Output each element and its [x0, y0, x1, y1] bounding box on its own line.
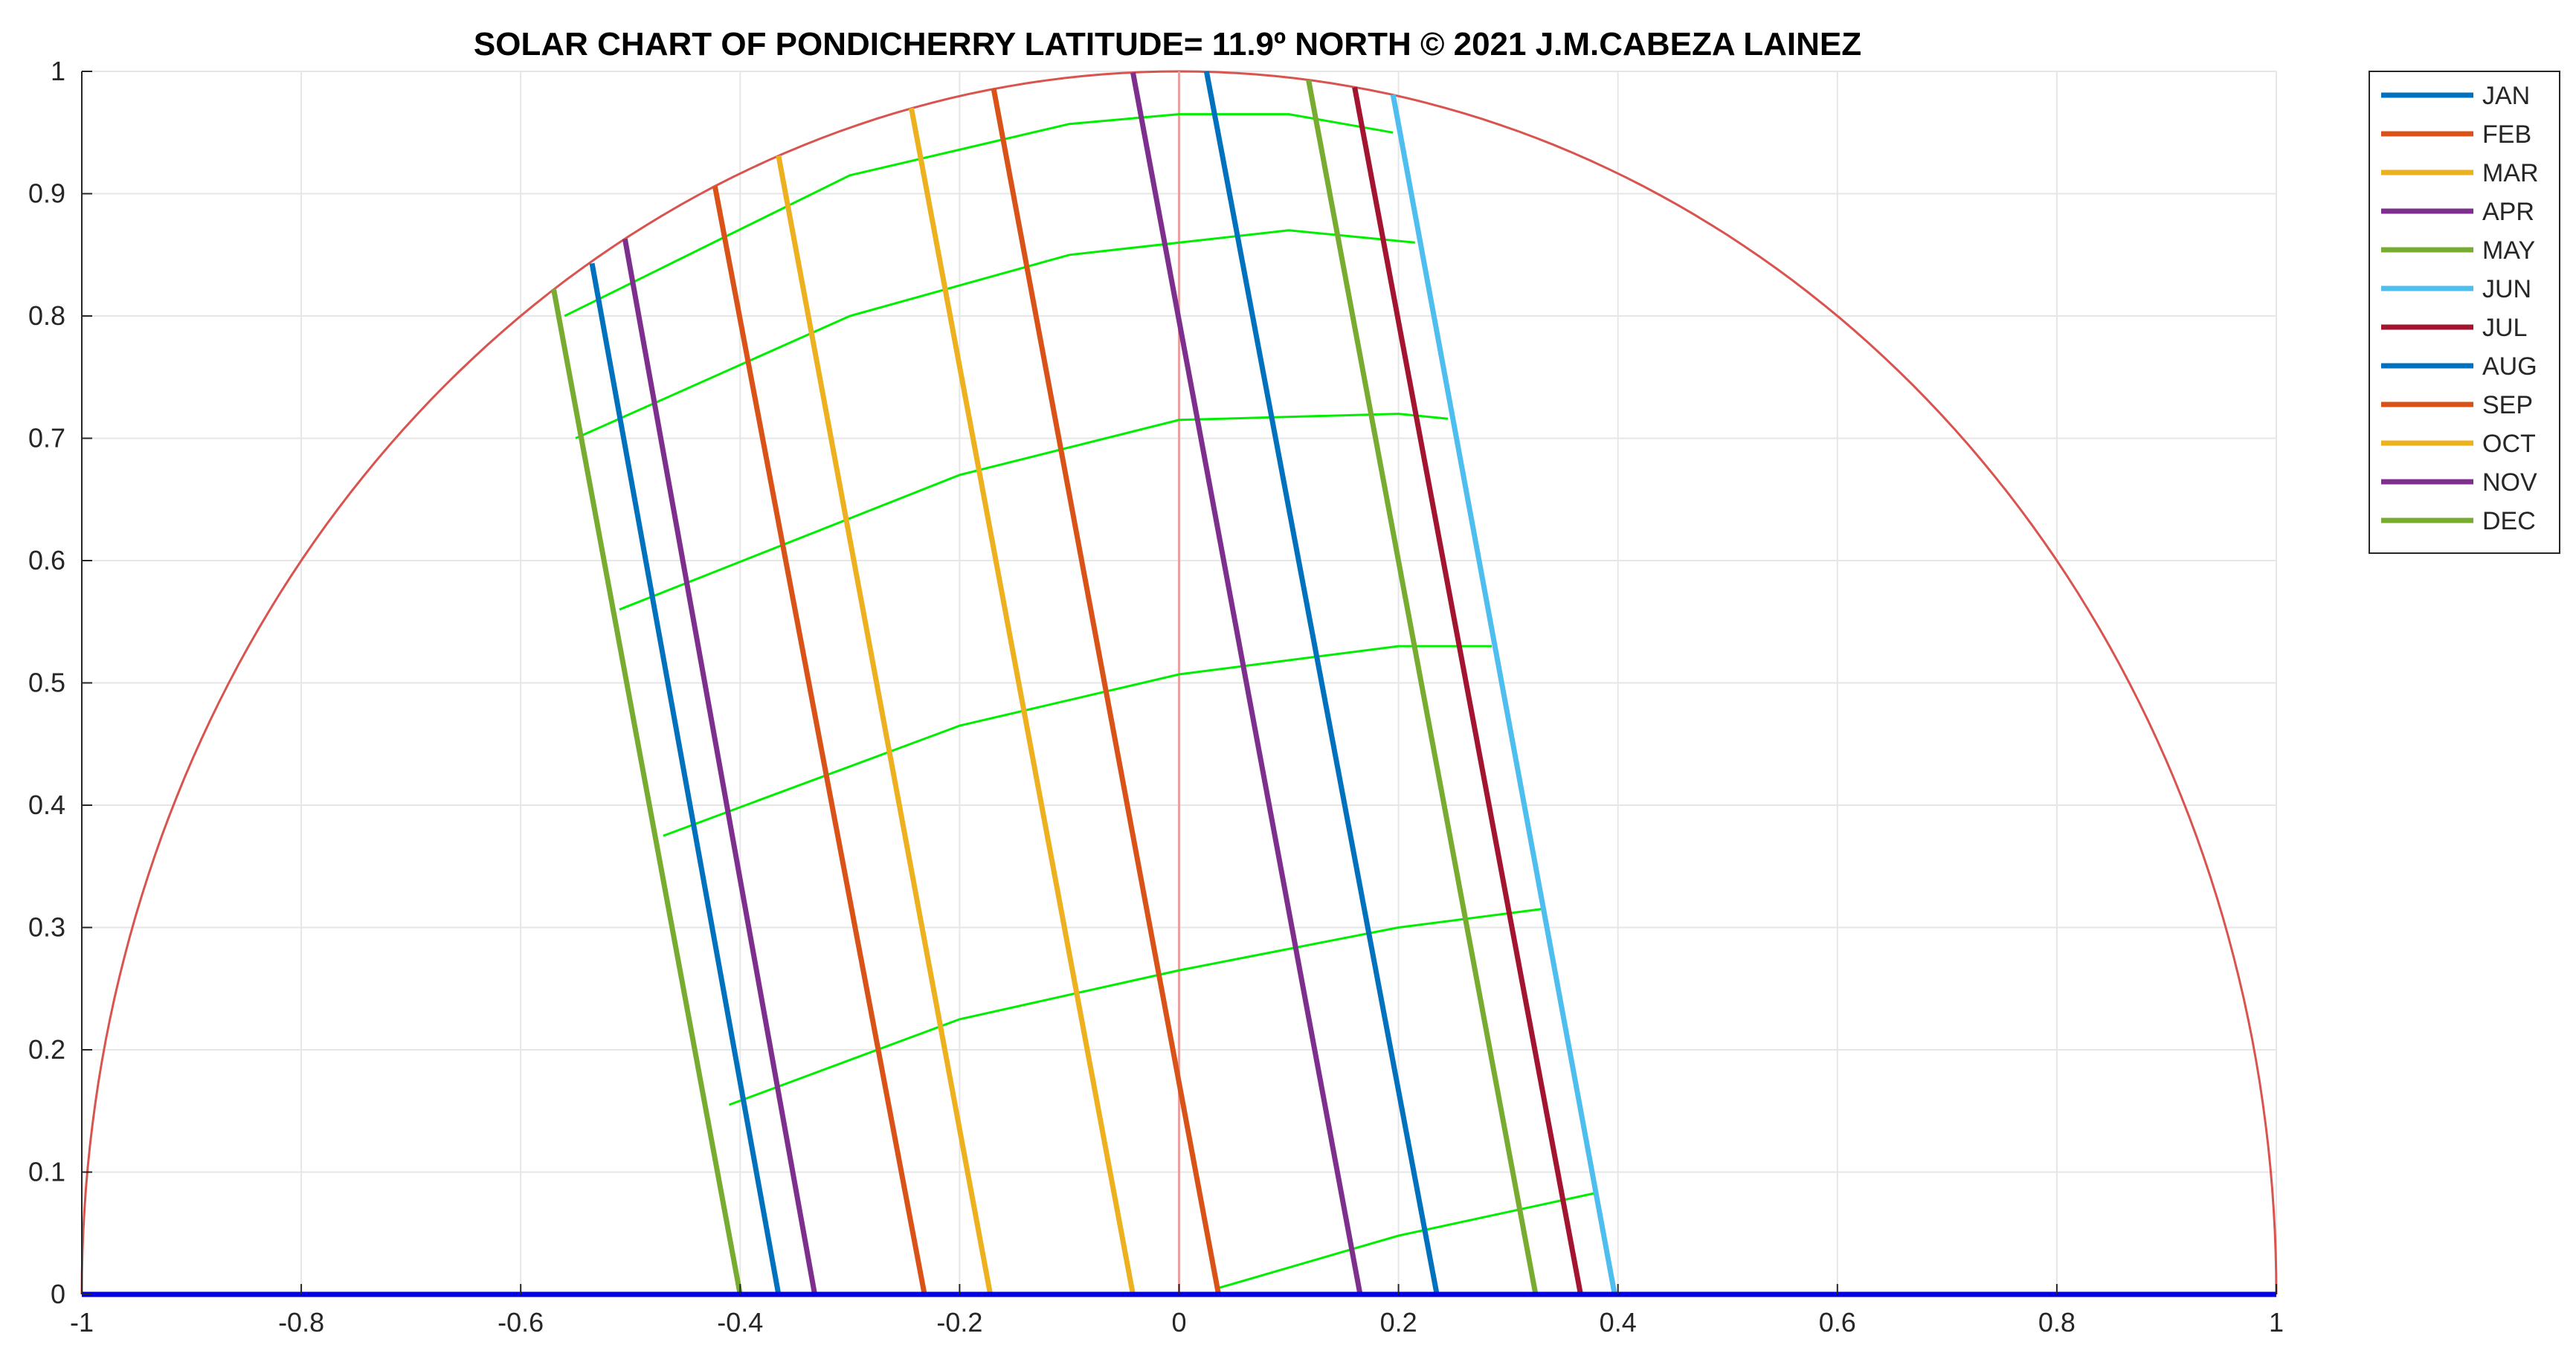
series-line-sep — [991, 88, 1222, 1295]
legend-label-nov: NOV — [2482, 468, 2537, 497]
series-line-nov — [622, 238, 818, 1295]
series-line-feb — [712, 185, 927, 1295]
legend-label-jan: JAN — [2482, 82, 2530, 110]
y-tick-label: 1 — [51, 56, 65, 86]
y-tick-label: 0.1 — [28, 1157, 65, 1187]
legend-label-dec: DEC — [2482, 507, 2536, 535]
legend-label-mar: MAR — [2482, 159, 2539, 187]
series-line-may — [1306, 79, 1539, 1295]
y-tick-label: 0.3 — [28, 912, 65, 943]
hour-line — [575, 229, 1415, 439]
series-line-jul — [1352, 86, 1583, 1295]
y-tick-label: 0.4 — [28, 790, 65, 820]
x-tick-label: -0.2 — [936, 1307, 982, 1338]
legend-label-apr: APR — [2482, 198, 2534, 226]
series-lines — [551, 71, 1617, 1295]
x-tick-label: 0.2 — [1380, 1307, 1417, 1338]
x-tick-label: -0.8 — [278, 1307, 324, 1338]
legend-label-jun: JUN — [2482, 275, 2531, 303]
legend-label-aug: AUG — [2482, 352, 2537, 381]
legend-label-jul: JUL — [2482, 314, 2527, 342]
hour-line — [564, 113, 1394, 317]
hour-line — [663, 645, 1492, 837]
x-tick-label: -0.6 — [498, 1307, 544, 1338]
y-tick-label: 0.5 — [28, 668, 65, 698]
axes — [81, 71, 2277, 1297]
x-tick-label: 0 — [1171, 1307, 1186, 1338]
hour-line — [1217, 1192, 1597, 1290]
series-line-oct — [776, 155, 994, 1295]
x-tick-label: -1 — [70, 1307, 94, 1338]
x-tick-label: -0.4 — [717, 1307, 763, 1338]
x-tick-label: 1 — [2269, 1307, 2284, 1338]
hour-line — [728, 908, 1542, 1106]
x-tick-label: 0.4 — [1600, 1307, 1637, 1338]
legend-label-oct: OCT — [2482, 430, 2536, 458]
series-line-aug — [1203, 71, 1440, 1295]
y-tick-label: 0.6 — [28, 545, 65, 575]
legend-label-sep: SEP — [2482, 391, 2533, 419]
y-tick-label: 0.2 — [28, 1034, 65, 1065]
y-tick-label: 0.9 — [28, 178, 65, 209]
legend-label-may: MAY — [2482, 236, 2535, 265]
hour-lines — [564, 113, 1597, 1290]
x-tick-label: 0.6 — [1819, 1307, 1856, 1338]
legend-label-feb: FEB — [2482, 120, 2531, 149]
y-tick-label: 0.7 — [28, 423, 65, 454]
series-line-jan — [589, 262, 782, 1295]
y-tick-labels: 0 0.1 0.2 0.3 0.4 0.5 0.6 0.7 0.8 0.9 1 — [28, 56, 65, 1309]
x-tick-label: 0.8 — [2038, 1307, 2076, 1338]
legend-box — [2369, 71, 2560, 554]
legend: JAN FEB MAR APR MAY JUN JUL AUG SEP OCT NOV DEC — [2369, 71, 2560, 554]
x-tick-labels: -1 -0.8 -0.6 -0.4 -0.2 0 0.2 0.4 0.6 0.8 1 — [70, 1307, 2284, 1338]
chart-title: SOLAR CHART OF PONDICHERRY LATITUDE= 11.… — [474, 26, 1861, 62]
series-line-mar — [909, 107, 1136, 1295]
y-tick-label: 0.8 — [28, 300, 65, 331]
y-tick-label: 0 — [51, 1279, 65, 1309]
series-line-apr — [1130, 71, 1363, 1295]
series-line-jun — [1390, 94, 1617, 1295]
series-line-dec — [551, 288, 743, 1295]
